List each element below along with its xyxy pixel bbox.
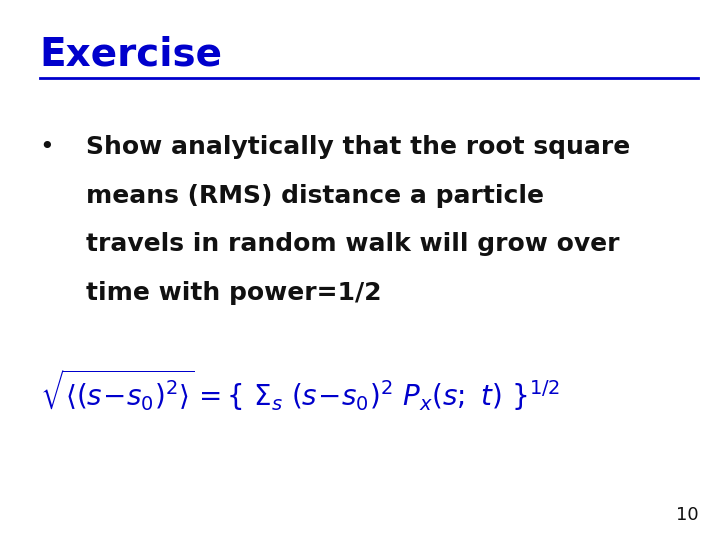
Text: $\sqrt{\langle(s\!-\!s_0)^2\rangle}$$ = \{\ \Sigma_s\ (s\!-\!s_0)^2\ P_x(s;\ t)\: $\sqrt{\langle(s\!-\!s_0)^2\rangle}$$ = … [40, 367, 559, 413]
Text: means (RMS) distance a particle: means (RMS) distance a particle [86, 184, 544, 207]
Text: travels in random walk will grow over: travels in random walk will grow over [86, 232, 620, 256]
Text: Show analytically that the root square: Show analytically that the root square [86, 135, 631, 159]
Text: Exercise: Exercise [40, 35, 222, 73]
Text: 10: 10 [676, 506, 698, 524]
Text: •: • [40, 135, 54, 159]
Text: time with power=1/2: time with power=1/2 [86, 281, 382, 305]
